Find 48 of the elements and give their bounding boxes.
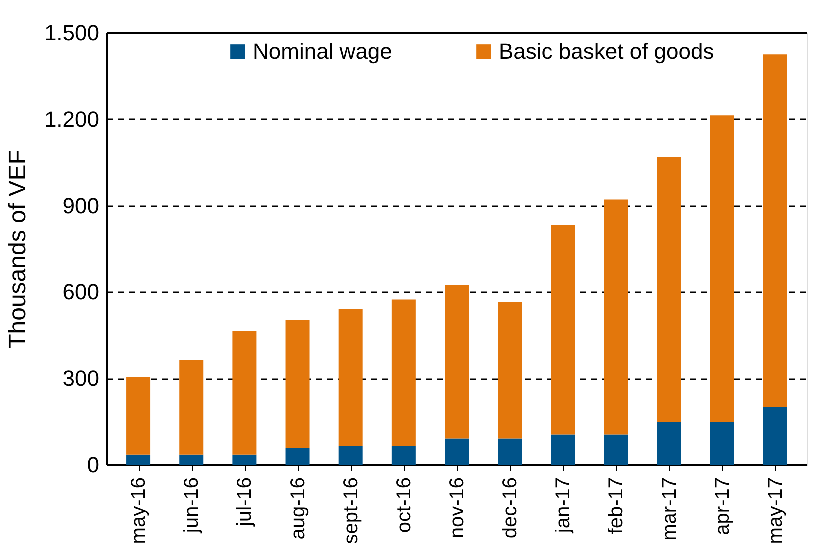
bar <box>551 225 576 435</box>
bar <box>392 446 416 465</box>
y-axis-title: Thousands of VEF <box>4 150 32 349</box>
bar <box>392 300 416 446</box>
x-tick-label: may-17 <box>764 478 787 544</box>
x-tick-label: jan-17 <box>552 478 575 534</box>
x-tick-label: aug-16 <box>287 478 310 540</box>
bar <box>551 434 576 465</box>
bar <box>445 438 469 465</box>
x-tick-label: nov-16 <box>446 478 468 539</box>
legend-label: Nominal wage <box>253 39 392 64</box>
x-tick-label: mar-17 <box>658 478 681 541</box>
bar <box>604 434 628 465</box>
bar <box>180 360 204 455</box>
bar <box>710 116 734 422</box>
bar <box>498 302 522 439</box>
bar <box>710 422 734 465</box>
legend-label: Basic basket of goods <box>499 39 714 64</box>
y-tick-label: 300 <box>62 366 100 392</box>
x-tick-label: feb-17 <box>606 478 628 534</box>
bar <box>657 157 682 422</box>
bar <box>232 454 257 465</box>
y-tick-label: 1.500 <box>44 20 100 46</box>
bar <box>445 285 469 439</box>
bar <box>498 438 522 465</box>
bar <box>763 407 788 465</box>
y-tick-label: 1.200 <box>44 106 100 132</box>
bar <box>286 448 310 465</box>
bar <box>232 331 257 455</box>
x-tick-label: jun-16 <box>181 478 204 534</box>
y-tick-label: 600 <box>62 280 100 305</box>
bar <box>604 200 628 435</box>
bar <box>338 309 363 446</box>
bar <box>657 422 682 465</box>
x-tick-label: sept-16 <box>340 478 362 544</box>
x-tick-label: dec-16 <box>500 478 522 539</box>
y-tick-label: 900 <box>62 193 100 218</box>
x-tick-label: may-16 <box>128 478 150 544</box>
bar <box>126 377 151 455</box>
bar <box>763 54 788 408</box>
bar <box>338 446 363 465</box>
y-tick-label: 0 <box>87 452 100 478</box>
bar <box>180 454 204 465</box>
x-tick-label: jul-16 <box>234 478 256 528</box>
bar <box>286 320 310 448</box>
bar <box>126 454 151 465</box>
x-tick-label: apr-17 <box>712 478 734 536</box>
x-tick-label: oct-16 <box>393 478 416 534</box>
